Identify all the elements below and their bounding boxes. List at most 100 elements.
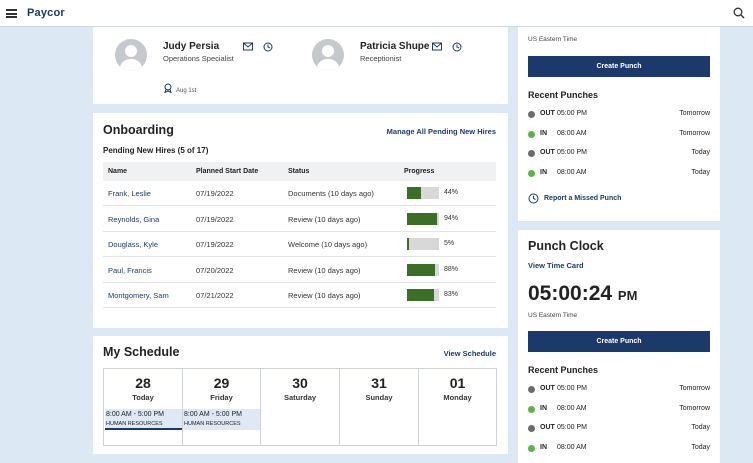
day-number: 29	[213, 375, 230, 391]
anniversary-date: Aug 1st	[176, 88, 197, 94]
progress-bar	[407, 187, 439, 199]
punch-time: 05:00 PM	[557, 149, 587, 156]
shift-block[interactable]: 8:00 AM - 5:00 PM HUMAN RESOURCES	[105, 409, 182, 430]
progress-percent: 44%	[444, 189, 459, 196]
calendar-day[interactable]: 29 Friday 8:00 AM - 5:00 PM HUMAN RESOUR…	[183, 369, 261, 445]
clock-time: 05:00:24	[528, 282, 613, 305]
punch-day: Today	[691, 424, 710, 431]
punch-entry: IN 08:00 AM Tomorrow	[528, 404, 710, 416]
shift-block[interactable]: 8:00 AM - 5:00 PM HUMAN RESOURCES	[183, 409, 260, 430]
planned-start-date: 07/19/2022	[196, 214, 234, 224]
punch-time: 05:00 PM	[557, 385, 587, 392]
new-hire-name-link[interactable]: Frank, Leslie	[108, 189, 151, 198]
planned-start-date: 07/20/2022	[196, 265, 234, 275]
punch-time: 08:00 AM	[557, 404, 587, 412]
progress-fill	[407, 212, 438, 225]
clock-icon[interactable]	[263, 42, 273, 52]
status-text: Review (10 days ago)	[288, 291, 361, 300]
punch-type: IN	[540, 129, 547, 137]
current-time: 05:00:24 PM	[528, 282, 637, 306]
progress-fill	[407, 238, 409, 250]
paycor-logo[interactable]: Paycor	[27, 7, 65, 19]
day-label: Monday	[443, 393, 472, 402]
progress-fill	[407, 187, 422, 199]
manage-pending-hires-link[interactable]: Manage All Pending New Hires	[386, 127, 496, 136]
column-header: Progress	[404, 168, 435, 175]
status-text: Welcome (10 days ago)	[288, 240, 368, 249]
punch-type: OUT	[540, 149, 555, 156]
table-row: Frank, Leslie 07/19/2022 Documents (10 day…	[103, 181, 496, 206]
progress-bar	[407, 289, 439, 301]
clock-icon[interactable]	[452, 42, 462, 52]
mail-icon[interactable]	[243, 42, 253, 51]
punch-clock-card: Punch Clock View Time Card 05:00:24 PM U…	[518, 230, 720, 463]
progress-fill	[407, 289, 434, 301]
progress-bar	[407, 263, 439, 276]
status-text: Review (10 days ago)	[288, 265, 361, 275]
punch-entry: OUT 05:00 PM Tomorrow	[528, 109, 710, 121]
new-hire-name-link[interactable]: Montgomery, Sam	[108, 291, 169, 300]
schedule-title: My Schedule	[103, 345, 180, 359]
menu-icon[interactable]	[6, 9, 17, 18]
new-hire-name-link[interactable]: Douglass, Kyle	[108, 240, 159, 249]
punch-status-dot	[528, 444, 535, 452]
table-row: Douglass, Kyle 07/19/2022 Welcome (10 days…	[103, 232, 496, 257]
report-missed-punch-link[interactable]: Report a Missed Punch	[528, 193, 658, 205]
missed-punch-label: Report a Missed Punch	[544, 195, 622, 202]
status-text: Review (10 days ago)	[288, 214, 361, 224]
view-time-card-link[interactable]: View Time Card	[528, 261, 584, 270]
top-bar: Paycor	[0, 0, 753, 27]
day-label: Saturday	[283, 393, 317, 402]
punch-clock-title: Punch Clock	[528, 239, 604, 253]
new-hire-name-link[interactable]: Paul, Francis	[108, 265, 152, 275]
punch-day: Today	[691, 443, 710, 451]
onboarding-card: Onboarding Manage All Pending New Hires …	[93, 113, 508, 328]
my-schedule-card: My Schedule View Schedule 28 Today 8:00 …	[93, 336, 508, 454]
punch-day: Today	[691, 168, 710, 176]
clock-icon	[528, 193, 539, 204]
punch-time: 08:00 AM	[557, 168, 587, 176]
planned-start-date: 07/19/2022	[196, 240, 234, 249]
punch-entry: OUT 05:00 PM Tomorrow	[528, 384, 710, 396]
punch-day: Today	[691, 149, 710, 156]
member-role: Operations Specialist	[163, 54, 234, 63]
punch-day: Tomorrow	[679, 110, 710, 117]
punch-type: IN	[540, 168, 547, 176]
avatar	[312, 39, 344, 71]
member-name: Patricia Shupe	[360, 41, 430, 52]
progress-bar	[407, 212, 439, 225]
progress-percent: 83%	[444, 291, 459, 298]
member-name: Judy Persia	[163, 41, 220, 52]
member-role: Receptionist	[360, 54, 402, 63]
progress-bar	[407, 238, 439, 250]
punch-entry: IN 08:00 AM Today	[528, 443, 710, 455]
mail-icon[interactable]	[432, 42, 442, 51]
new-hire-name-link[interactable]: Reynolds, Gina	[108, 214, 160, 224]
view-schedule-link[interactable]: View Schedule	[443, 349, 496, 358]
punch-entry: OUT 05:00 PM Today	[528, 423, 710, 435]
calendar-day[interactable]: 30 Saturday	[261, 369, 340, 445]
table-row: Reynolds, Gina 07/19/2022 Review (10 days …	[103, 207, 496, 232]
calendar-day[interactable]: 31 Sunday	[340, 369, 419, 445]
search-icon[interactable]	[733, 7, 745, 19]
punch-time: 08:00 AM	[557, 129, 587, 137]
punch-type: OUT	[540, 110, 555, 117]
create-punch-button[interactable]: Create Punch	[528, 331, 710, 352]
pending-hires-subtitle: Pending New Hires (5 of 17)	[103, 146, 209, 155]
punch-type: OUT	[540, 385, 555, 392]
column-header: Status	[288, 168, 310, 175]
punch-day: Tomorrow	[679, 404, 710, 412]
punch-status-dot	[528, 425, 535, 432]
progress-percent: 94%	[444, 214, 459, 222]
progress-percent: 5%	[444, 240, 455, 247]
punch-day: Tomorrow	[679, 385, 710, 392]
table-header: Name Planned Start Date Status Progress	[103, 162, 496, 181]
punch-type: IN	[540, 443, 547, 451]
punch-day: Tomorrow	[679, 129, 710, 137]
day-number: 31	[371, 375, 387, 391]
create-punch-button[interactable]: Create Punch	[528, 56, 710, 77]
punch-status-dot	[528, 111, 535, 118]
calendar-day[interactable]: 28 Today 8:00 AM - 5:00 PM HUMAN RESOURC…	[104, 369, 183, 445]
calendar-day[interactable]: 01 Monday	[419, 369, 496, 445]
punch-status-dot	[528, 130, 535, 138]
